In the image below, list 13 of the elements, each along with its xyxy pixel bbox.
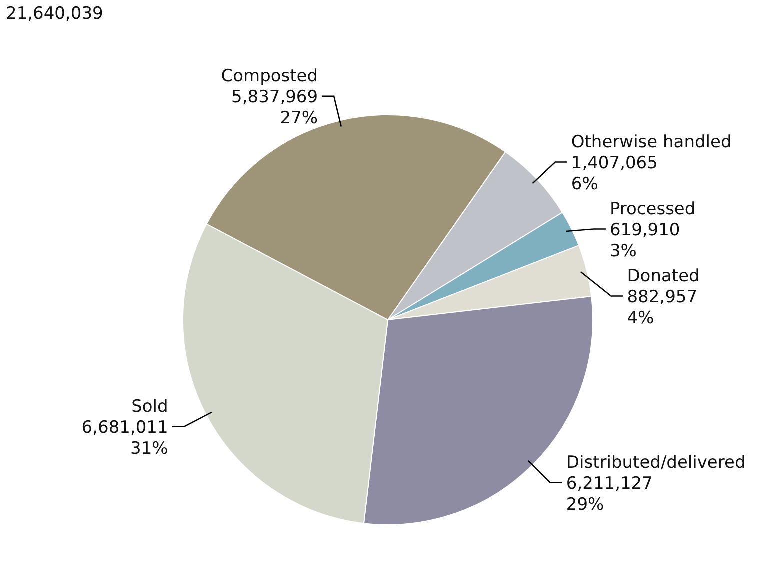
slice-label: Processed (610, 199, 696, 220)
data-label: 1,407,065 6% (571, 153, 658, 194)
data-label: 6,211,127 29% (566, 474, 653, 515)
slice-label: Sold (132, 396, 168, 417)
data-label: 882,957 4% (627, 287, 698, 328)
data-label: 6,681,011 31% (82, 418, 168, 459)
slice-label: Otherwise handled (571, 132, 732, 152)
slice-label: Composted (221, 66, 318, 86)
data-label: 5,837,969 27% (232, 87, 318, 128)
data-label: 619,910 3% (610, 220, 680, 262)
slice-label: Donated (627, 266, 700, 286)
slice-label: Distributed/delivered (566, 452, 746, 473)
text: 21,640,039 (6, 4, 104, 24)
